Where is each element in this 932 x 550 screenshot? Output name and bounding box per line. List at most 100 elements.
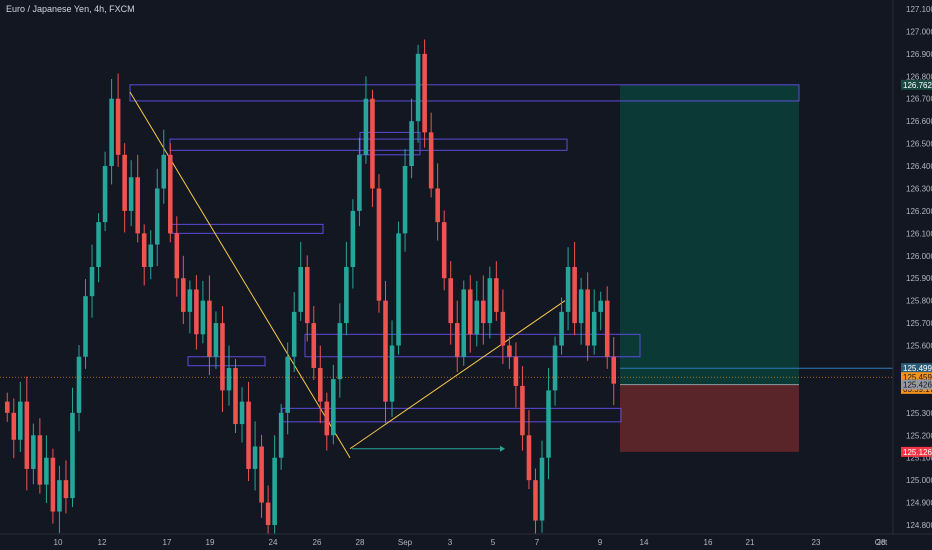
time-tick-label: Oct [875,538,888,547]
time-tick-label: 21 [746,538,755,547]
candle-body [278,412,284,458]
candle-body [383,300,388,402]
time-tick-label: 3 [448,538,453,547]
candle-body [141,233,147,267]
price-tag-label: 125.426 [903,381,932,390]
price-tick-label: 125.900 [906,274,932,283]
candle-body [213,323,219,357]
price-tag [901,379,932,390]
candle-body [533,480,538,521]
candle-body [31,435,36,469]
candle-body [70,412,75,499]
candle-body [76,356,82,413]
candle-body [311,323,317,368]
candle-body [552,345,558,391]
candle-body [44,457,49,485]
candle-body [207,300,212,357]
time-tick-label: 28 [356,538,365,547]
candle-body [526,435,532,481]
candle-body [513,356,519,386]
time-tick-label: 10 [54,538,63,547]
candle-body [572,267,577,324]
price-tick-label: 125.200 [906,431,932,440]
candle-body [546,390,551,458]
zone-box [169,138,568,151]
candle-body [298,267,304,312]
candle-body [454,323,460,357]
candle-body [598,300,603,312]
loss-zone [620,384,799,452]
candle-body [18,401,23,440]
candle-body [604,300,610,357]
candle-body [200,300,206,335]
candle-body [415,53,421,122]
candle-body [220,323,225,391]
candle-body [259,446,264,503]
candle-body [291,311,297,357]
candle-body [115,98,121,155]
candle-body [89,267,95,297]
zone-box [169,223,324,234]
trend-line [129,91,351,458]
candle-body [324,401,330,436]
price-tick-label: 126.400 [906,162,932,171]
time-tick-label: 19 [206,538,215,547]
candle-body [161,154,167,189]
candle-body [304,267,310,324]
candle-body [507,345,512,357]
candle-body [520,385,525,436]
price-tag [901,446,932,457]
zone-box [187,356,266,367]
candle-body [448,278,453,324]
candle-body [4,401,10,413]
candle-body [337,323,343,380]
price-axis [893,0,932,550]
price-tick-label: 127.000 [906,27,932,36]
candle-body [265,502,271,526]
candle-body [396,233,401,346]
time-tick-label: 28 [877,538,886,547]
price-tick-label: 126.600 [906,117,932,126]
time-tick-label: 26 [313,538,322,547]
candle-body [148,244,154,267]
time-tick-label: Sep [398,538,413,547]
price-tick-label: 126.000 [906,252,932,261]
price-tick-label: 126.800 [906,72,932,81]
candle-body [559,311,564,346]
candle-body [154,188,160,245]
price-tick-label: 126.700 [906,95,932,104]
candle-body [565,267,571,312]
candle-body [57,480,62,512]
price-tick-label: 126.900 [906,50,932,59]
candle-body [239,401,245,425]
candle-body [331,379,336,436]
candle-body [585,289,590,346]
candle-body [363,98,369,155]
candle-body [389,345,395,402]
price-tag-label: 125.126 [903,448,932,457]
time-axis [0,534,932,550]
candle-body [487,278,493,324]
time-tick-label: 9 [598,538,603,547]
price-tick-label: 125.000 [906,476,932,485]
price-tag-label: 126.762 [903,81,932,90]
candle-body [357,154,362,211]
candle-body [409,121,414,167]
candle-body [226,367,232,391]
candle-body [83,296,88,357]
candle-body [233,367,238,425]
candle-body [63,480,69,499]
candle-body [102,166,108,223]
trend-line [349,300,566,450]
price-tag [901,372,932,383]
price-tick-label: 125.300 [906,409,932,418]
time-tick-label: 12 [98,538,107,547]
price-tick-label: 124.800 [906,521,932,530]
price-tick-label: 126.100 [906,229,932,238]
candle-body [285,356,290,413]
candle-body [128,177,134,211]
candle-body [422,53,427,133]
candle-body [122,154,127,211]
price-tick-label: 125.800 [906,297,932,306]
